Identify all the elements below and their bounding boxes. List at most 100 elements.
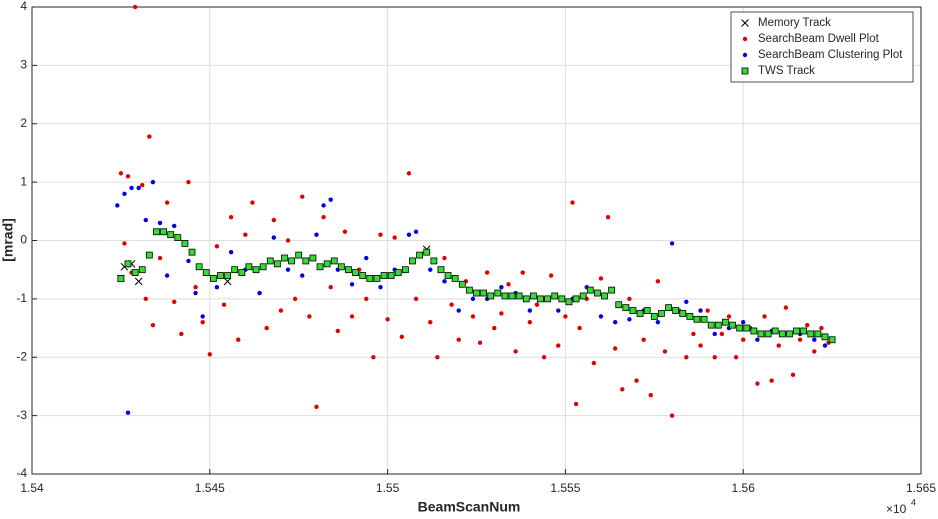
point bbox=[122, 241, 127, 246]
point bbox=[487, 292, 495, 300]
point bbox=[328, 197, 333, 202]
point bbox=[295, 251, 303, 259]
point bbox=[228, 249, 234, 255]
point bbox=[224, 272, 231, 279]
point bbox=[572, 295, 580, 303]
point bbox=[741, 337, 746, 342]
point bbox=[456, 337, 461, 342]
point bbox=[437, 266, 445, 274]
point bbox=[195, 263, 203, 271]
point bbox=[712, 331, 717, 337]
point bbox=[444, 272, 452, 279]
point bbox=[515, 292, 523, 300]
point bbox=[722, 318, 729, 326]
point bbox=[143, 296, 148, 302]
y-tick-label: 1 bbox=[20, 174, 27, 188]
point bbox=[594, 289, 601, 297]
cross bbox=[223, 277, 232, 286]
point bbox=[755, 337, 760, 342]
point bbox=[629, 307, 637, 314]
point bbox=[193, 290, 198, 296]
point bbox=[157, 220, 163, 226]
point bbox=[591, 360, 597, 366]
legend-label: SearchBeam Clustering Plot bbox=[758, 49, 903, 61]
point bbox=[167, 231, 175, 239]
point bbox=[764, 330, 772, 338]
point bbox=[394, 269, 402, 277]
point bbox=[786, 330, 793, 338]
point bbox=[442, 279, 447, 284]
point bbox=[684, 355, 689, 360]
point bbox=[364, 255, 369, 261]
point bbox=[321, 214, 326, 220]
point bbox=[473, 289, 480, 297]
point bbox=[188, 248, 196, 256]
point bbox=[707, 321, 715, 329]
point bbox=[527, 320, 533, 325]
point bbox=[200, 320, 205, 325]
point bbox=[733, 355, 739, 360]
point bbox=[134, 277, 143, 286]
y-tick-label: 0 bbox=[20, 233, 27, 247]
point bbox=[534, 302, 540, 307]
y-tick-label: 4 bbox=[20, 0, 27, 13]
point bbox=[228, 214, 234, 220]
point bbox=[316, 263, 324, 271]
point bbox=[330, 257, 338, 265]
point bbox=[164, 200, 170, 205]
x-multiplier: ×10 bbox=[886, 502, 907, 516]
point bbox=[800, 327, 808, 335]
point bbox=[428, 320, 433, 325]
point bbox=[117, 275, 125, 282]
cross bbox=[134, 277, 143, 286]
point bbox=[345, 266, 352, 274]
point bbox=[160, 228, 167, 236]
point bbox=[636, 310, 644, 317]
point bbox=[783, 305, 789, 310]
point bbox=[349, 282, 355, 287]
point bbox=[558, 295, 566, 303]
y-axis-label: [mrad] bbox=[0, 218, 16, 262]
point bbox=[200, 314, 205, 319]
point bbox=[570, 200, 575, 205]
point bbox=[131, 269, 139, 277]
point bbox=[401, 266, 409, 274]
point bbox=[147, 134, 152, 139]
point bbox=[741, 320, 746, 325]
point bbox=[378, 232, 383, 237]
x-axis-label: BeamScanNum bbox=[418, 499, 521, 515]
x-multiplier-exponent: 4 bbox=[911, 497, 916, 507]
point bbox=[822, 343, 828, 348]
point bbox=[124, 260, 132, 268]
point bbox=[650, 312, 658, 320]
point bbox=[257, 290, 262, 296]
point bbox=[812, 337, 817, 342]
y-tick-label: -4 bbox=[16, 466, 27, 480]
point bbox=[494, 289, 502, 297]
point bbox=[821, 333, 829, 341]
point bbox=[371, 355, 376, 360]
x-tick-label: 1.545 bbox=[195, 481, 225, 495]
point bbox=[186, 258, 191, 264]
point bbox=[321, 203, 326, 208]
point bbox=[285, 267, 291, 272]
point bbox=[428, 267, 433, 272]
point bbox=[492, 325, 497, 331]
point bbox=[612, 346, 618, 351]
point bbox=[741, 19, 749, 27]
x-tick-label: 1.54 bbox=[20, 481, 44, 495]
point bbox=[601, 292, 608, 300]
point bbox=[705, 308, 710, 313]
point bbox=[641, 337, 646, 342]
y-tick-label: -2 bbox=[16, 349, 27, 363]
point bbox=[380, 272, 388, 279]
point bbox=[349, 314, 355, 319]
point bbox=[406, 232, 412, 237]
point bbox=[577, 325, 582, 331]
point bbox=[828, 336, 836, 344]
point bbox=[385, 317, 390, 322]
point bbox=[164, 273, 170, 278]
point bbox=[245, 263, 253, 271]
point bbox=[506, 282, 511, 287]
cross bbox=[741, 19, 749, 27]
